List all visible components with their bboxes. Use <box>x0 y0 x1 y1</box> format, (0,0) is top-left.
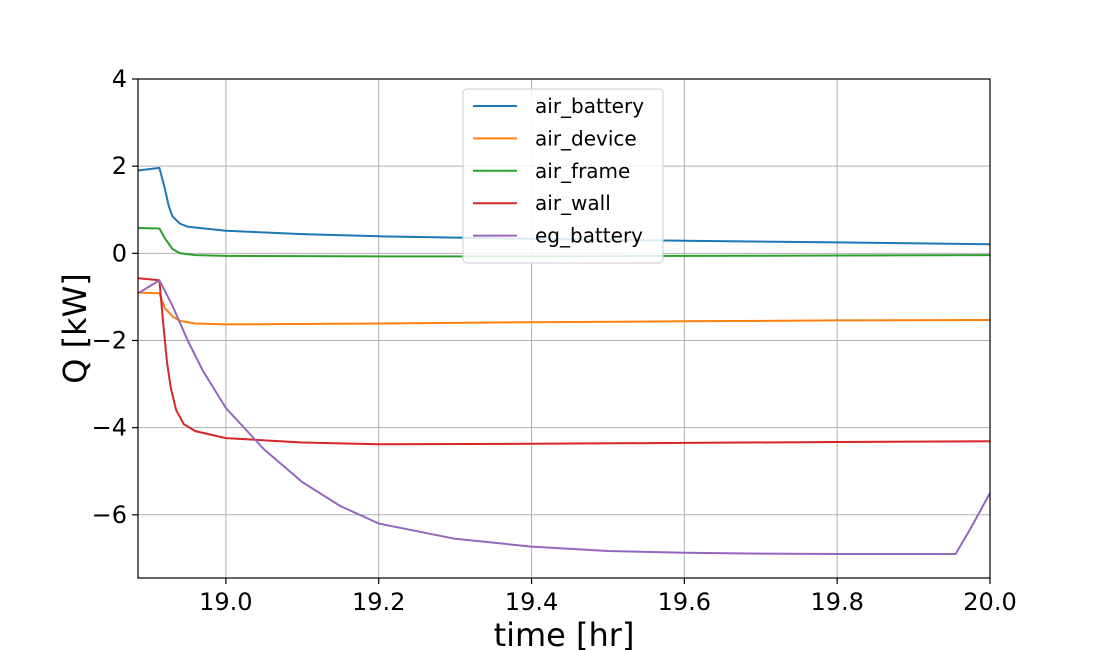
y-tick-label: −2 <box>92 326 127 354</box>
x-axis-label: time [hr] <box>494 616 635 650</box>
series-line-air_device <box>137 291 991 326</box>
x-tick-label: 19.6 <box>658 588 711 616</box>
y-tick-label: −6 <box>92 501 127 529</box>
y-tick-label: 0 <box>112 239 127 267</box>
legend-box <box>462 88 664 264</box>
plot-frame <box>137 78 991 579</box>
series-line-air_frame <box>137 227 991 258</box>
legend-label: air_wall <box>535 191 611 215</box>
series-line-eg_battery <box>137 279 991 555</box>
y-tick-label: 2 <box>112 152 127 180</box>
x-tick-label: 19.2 <box>352 588 405 616</box>
axis-ticks: 19.0 19.2 19.4 19.6 19.8 20.0 −6 −4 −2 0 2 4 <box>92 65 1017 616</box>
y-tick-label: −4 <box>92 414 127 442</box>
y-axis-label: Q [kW] <box>56 273 94 384</box>
x-tick-label: 19.0 <box>199 588 252 616</box>
legend-label: air_battery <box>535 94 644 118</box>
legend-label: eg_battery <box>535 224 643 248</box>
x-tick-label: 19.8 <box>810 588 863 616</box>
x-tick-label: 19.4 <box>505 588 558 616</box>
x-tick-label: 20.0 <box>963 588 1016 616</box>
series-line-air_wall <box>137 277 991 446</box>
legend-label: air_frame <box>535 159 630 183</box>
y-tick-label: 4 <box>112 65 127 93</box>
legend-label: air_device <box>535 126 637 150</box>
legend: air_battery air_device air_frame air_walleg… <box>462 88 664 264</box>
